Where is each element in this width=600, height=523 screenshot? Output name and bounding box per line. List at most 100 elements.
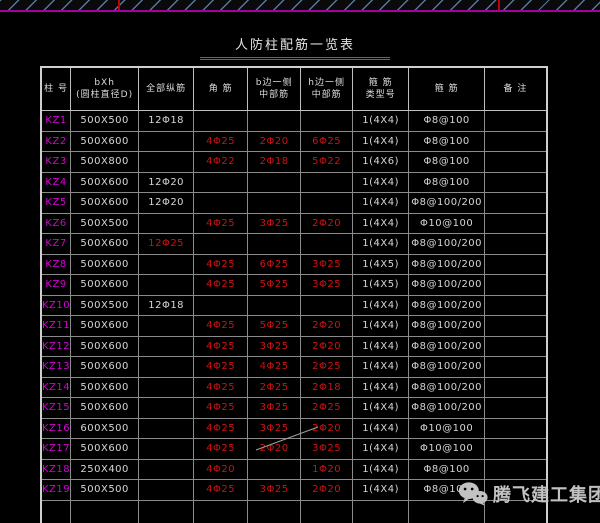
bxh-cell: 500X600 [70, 397, 140, 419]
b-side-cell: 3Φ25 [247, 479, 302, 501]
h-side-cell: 2Φ25 [300, 397, 354, 419]
table-row: KZ8 500X600 4Φ25 6Φ25 3Φ25 1(4X5) Φ8@100… [40, 253, 548, 275]
b-side-cell [247, 233, 302, 255]
hoop-cell: Φ8@100/200 [408, 335, 486, 357]
hoop-cell: Φ8@100/200 [408, 233, 486, 255]
corner-bars-cell: 4Φ25 [193, 376, 249, 398]
header-b-side-line1: b边一侧 [255, 77, 293, 88]
remark-cell [484, 356, 548, 378]
column-id-cell: KZ10 [40, 294, 72, 316]
remark-cell [484, 315, 548, 337]
hoop-cell: Φ8@100/200 [408, 376, 486, 398]
bxh-cell: 500X500 [70, 110, 140, 132]
b-side-cell [247, 192, 302, 214]
corner-bars-cell: 4Φ25 [193, 417, 249, 439]
header-column-id: 柱 号 [40, 66, 72, 111]
table-row: KZ3 500X800 4Φ22 2Φ18 5Φ22 1(4X6) Φ8@100 [40, 151, 548, 173]
header-hoop: 箍 筋 [408, 66, 486, 111]
corner-bars-cell: 4Φ20 [193, 458, 249, 480]
table-row: KZ16 600X500 4Φ25 3Φ25 2Φ20 1(4X4) Φ10@1… [40, 417, 548, 439]
h-side-cell [300, 233, 354, 255]
corner-bars-cell: 4Φ22 [193, 151, 249, 173]
all-bars-cell: 12Φ18 [138, 294, 195, 316]
b-side-cell: 2Φ25 [247, 376, 302, 398]
b-side-cell: 2Φ18 [247, 151, 302, 173]
all-bars-cell: 12Φ20 [138, 171, 195, 193]
b-side-cell: 3Φ25 [247, 397, 302, 419]
bxh-cell: 500X600 [70, 376, 140, 398]
corner-bars-cell: 4Φ25 [193, 315, 249, 337]
table-row: KZ15 500X600 4Φ25 3Φ25 2Φ25 1(4X4) Φ8@10… [40, 397, 548, 419]
header-bxh-line2: (圆柱直径D) [76, 90, 134, 100]
column-id-cell: KZ18 [40, 458, 72, 480]
hoop-type-cell: 1(4X4) [352, 192, 410, 214]
h-side-cell: 2Φ18 [300, 376, 354, 398]
watermark: 腾飞建工集团 [458, 481, 600, 507]
hoop-cell: Φ8@100/200 [408, 397, 486, 419]
hoop-type-cell: 1(4X4) [352, 335, 410, 357]
remark-cell [484, 233, 548, 255]
corner-bars-cell: 4Φ25 [193, 438, 249, 460]
hoop-cell: Φ8@100/200 [408, 356, 486, 378]
hoop-type-cell: 1(4X4) [352, 438, 410, 460]
header-hoop-type-line1: 箍 筋 [368, 77, 393, 88]
all-bars-cell [138, 212, 195, 234]
corner-bars-cell: 4Φ25 [193, 479, 249, 501]
corner-bars-cell: 4Φ25 [193, 397, 249, 419]
b-side-cell: 3Φ25 [247, 212, 302, 234]
hoop-cell: Φ10@100 [408, 438, 486, 460]
bxh-cell: 500X600 [70, 233, 140, 255]
corner-bars-cell: 4Φ25 [193, 130, 249, 152]
bxh-cell: 600X500 [70, 417, 140, 439]
remark-cell [484, 458, 548, 480]
header-b-side-line2: 中部筋 [259, 90, 290, 100]
corner-bars-cell [193, 294, 249, 316]
hoop-cell: Φ8@100/200 [408, 315, 486, 337]
table-row: KZ5 500X600 12Φ20 1(4X4) Φ8@100/200 [40, 192, 548, 214]
table-row: KZ19 500X500 4Φ25 3Φ25 2Φ20 1(4X4) Φ8@10… [40, 479, 548, 501]
b-side-cell: 5Φ25 [247, 274, 302, 296]
header-bxh-line1: bXh [94, 77, 115, 88]
bxh-cell: 500X600 [70, 171, 140, 193]
corner-bars-cell [193, 171, 249, 193]
table-row: KZ1 500X500 12Φ18 1(4X4) Φ8@100 [40, 110, 548, 132]
corner-bars-cell [193, 110, 249, 132]
hoop-cell: Φ8@100 [408, 171, 486, 193]
bxh-cell: 500X500 [70, 479, 140, 501]
table-row: KZ11 500X600 4Φ25 5Φ25 2Φ20 1(4X4) Φ8@10… [40, 315, 548, 337]
remark-cell [484, 438, 548, 460]
bxh-cell: 500X600 [70, 274, 140, 296]
corner-bars-cell [193, 233, 249, 255]
drawing-frame-line [0, 10, 600, 12]
all-bars-cell [138, 130, 195, 152]
hoop-type-cell: 1(4X4) [352, 130, 410, 152]
remark-cell [484, 253, 548, 275]
all-bars-cell: 12Φ18 [138, 110, 195, 132]
b-side-cell: 2Φ20 [247, 438, 302, 460]
table-header: 柱 号 bXh (圆柱直径D) 全部纵筋 角 筋 b边一侧 中部筋 h边一侧 中… [40, 66, 548, 111]
h-side-cell: 3Φ25 [300, 274, 354, 296]
table-title: 人防柱配筋一览表 [200, 34, 390, 60]
header-all-bars: 全部纵筋 [138, 66, 195, 111]
all-bars-cell [138, 274, 195, 296]
h-side-cell: 6Φ25 [300, 130, 354, 152]
column-id-cell: KZ14 [40, 376, 72, 398]
header-b-side: b边一侧 中部筋 [247, 66, 302, 111]
bxh-cell: 500X500 [70, 294, 140, 316]
all-bars-cell [138, 335, 195, 357]
bxh-cell: 500X800 [70, 151, 140, 173]
hoop-cell: Φ8@100 [408, 130, 486, 152]
column-id-cell: KZ4 [40, 171, 72, 193]
hoop-type-cell: 1(4X4) [352, 417, 410, 439]
b-side-cell: 3Φ25 [247, 335, 302, 357]
h-side-cell [300, 294, 354, 316]
h-side-cell: 2Φ20 [300, 417, 354, 439]
all-bars-cell [138, 151, 195, 173]
remark-cell [484, 151, 548, 173]
hoop-type-cell: 1(4X6) [352, 151, 410, 173]
table-row: KZ10 500X500 12Φ18 1(4X4) Φ8@100/200 [40, 294, 548, 316]
column-id-cell: KZ2 [40, 130, 72, 152]
b-side-cell [247, 294, 302, 316]
wechat-icon [458, 482, 488, 506]
remark-cell [484, 417, 548, 439]
